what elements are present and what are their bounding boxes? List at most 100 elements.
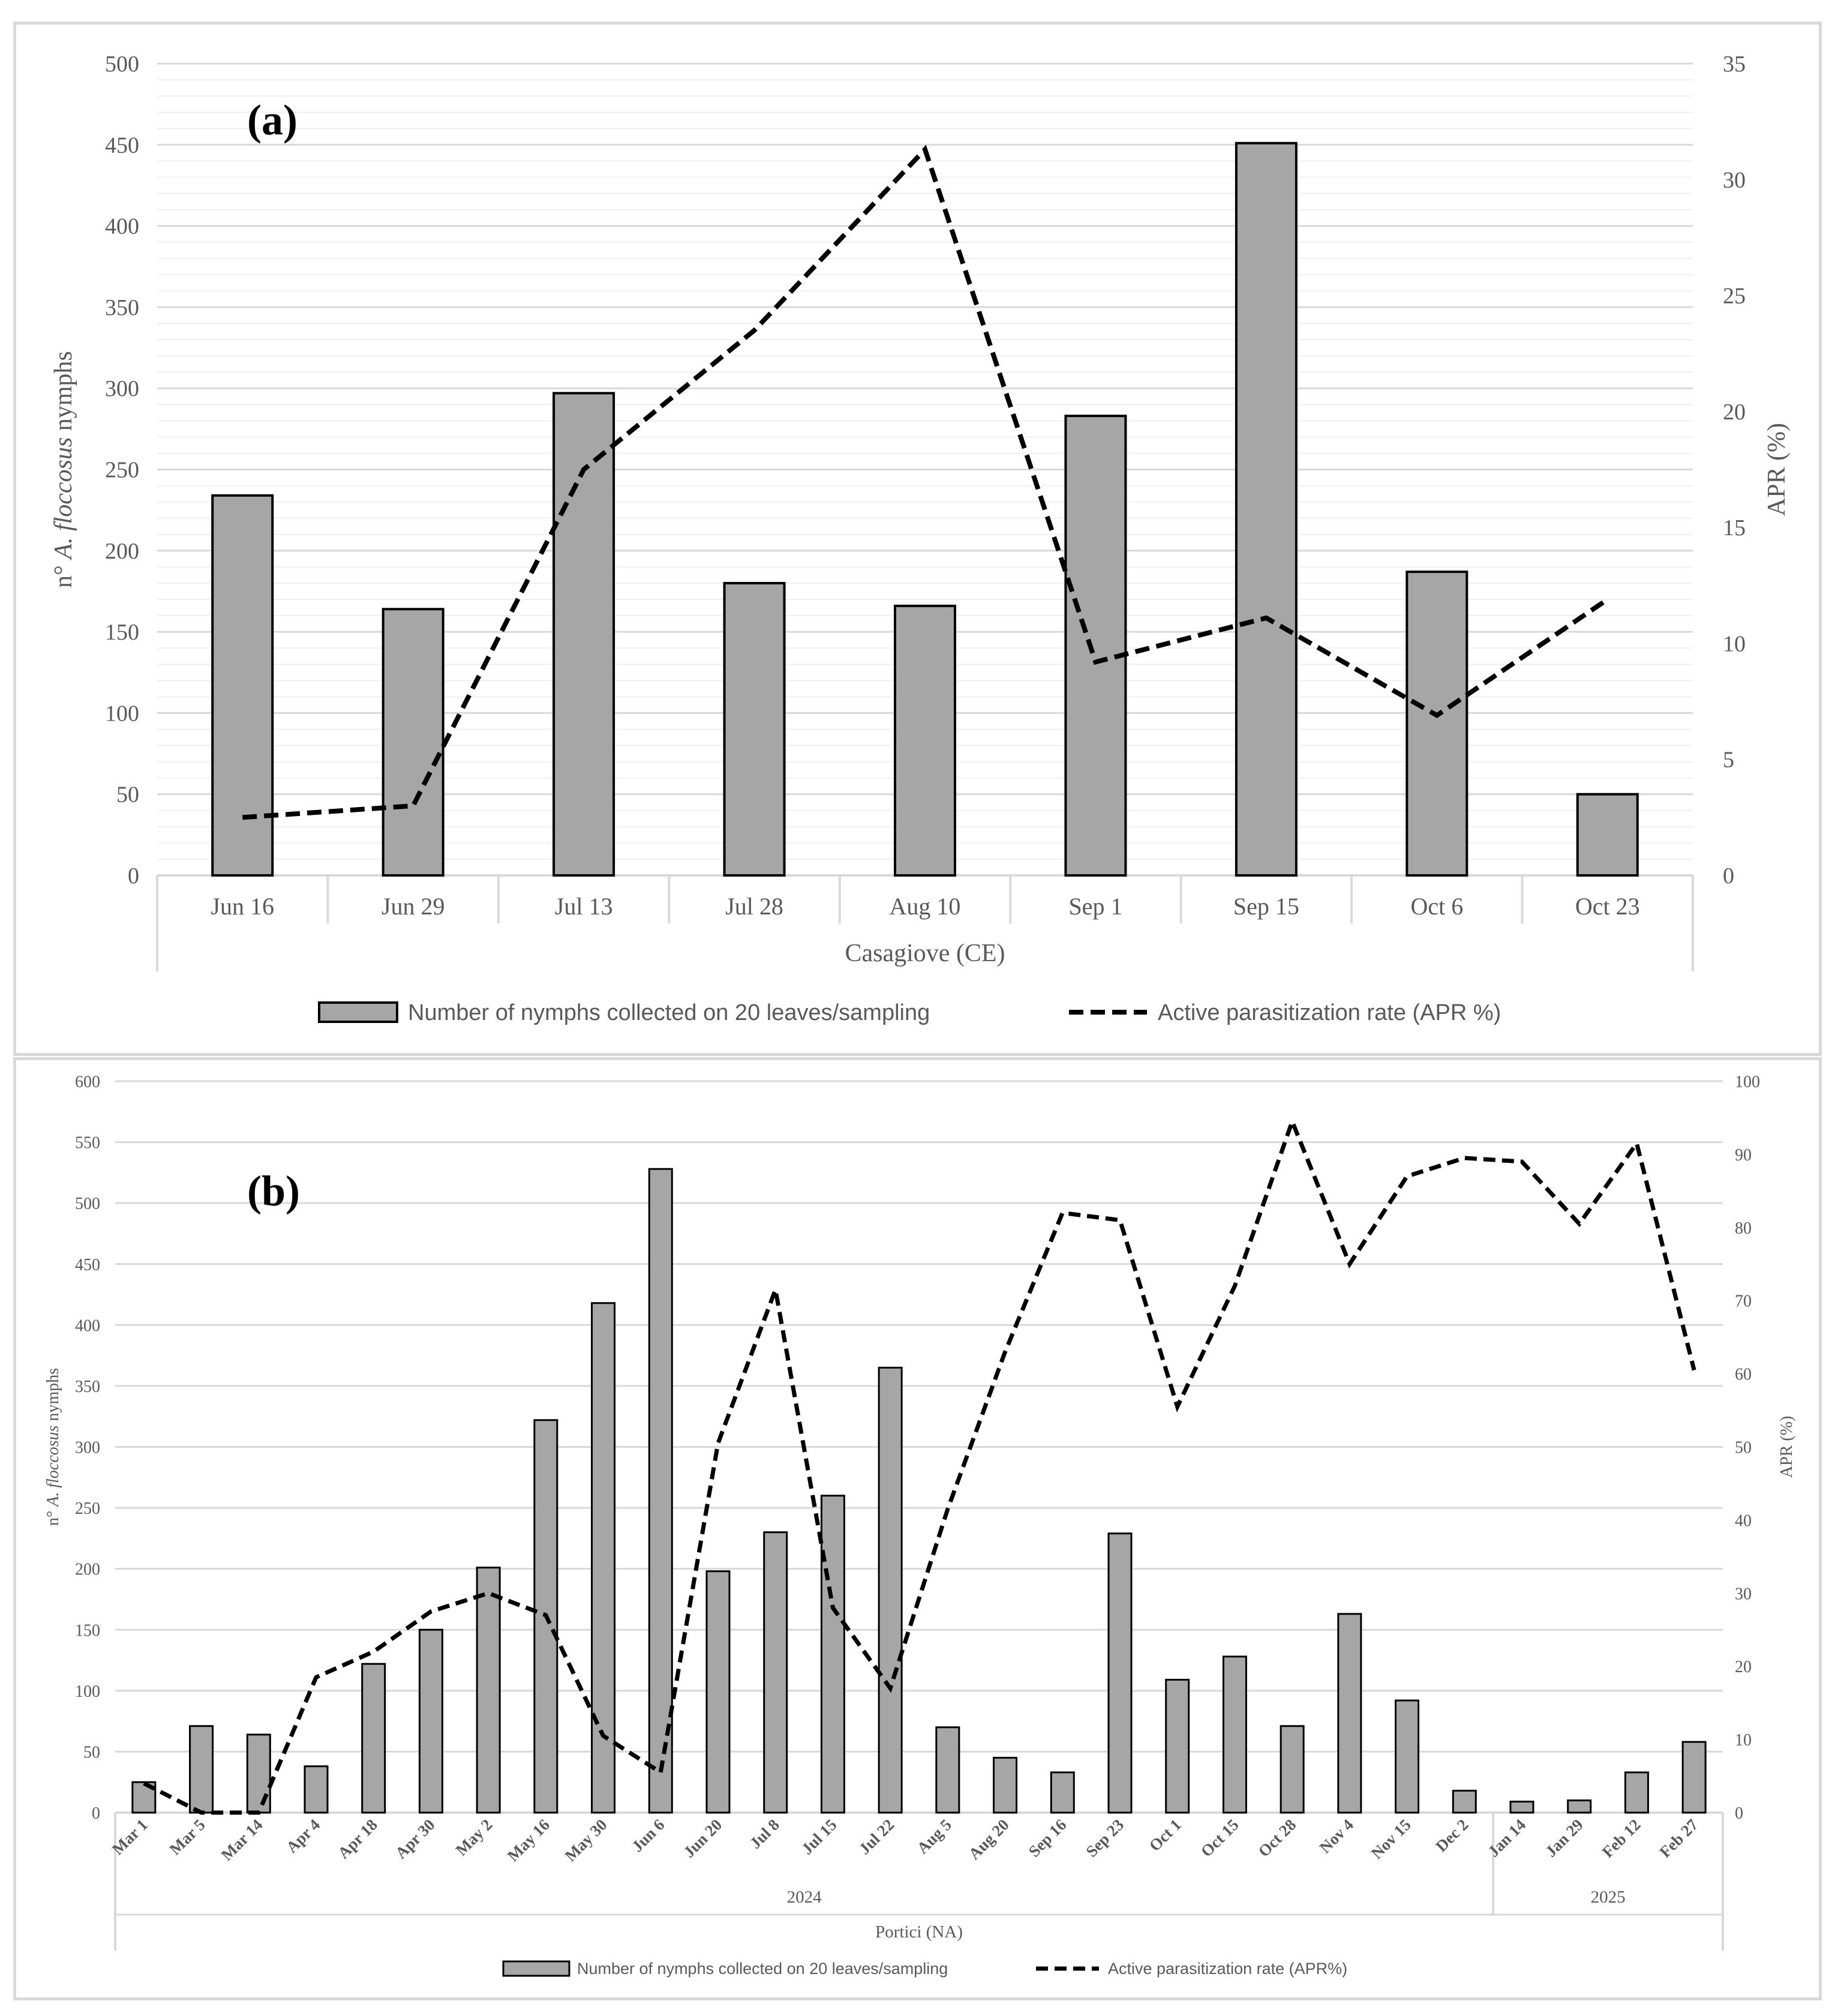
x-group-label: Casagiove (CE) — [845, 940, 1005, 967]
x-tick-label: Sep 16 — [1025, 1816, 1070, 1861]
bar-nymphs — [591, 1302, 616, 1814]
y2-axis-title: APR (%) — [1763, 423, 1791, 516]
x-tick-label: Sep 1 — [1068, 893, 1122, 920]
y2-tick-label: 20 — [1723, 400, 1746, 425]
bar-nymphs — [1395, 1699, 1420, 1814]
bar-nymphs — [648, 1168, 673, 1814]
y2-axis-title: APR (%) — [1777, 1416, 1796, 1478]
bar-nymphs — [1452, 1789, 1477, 1814]
panel-label-b: (b) — [247, 1167, 300, 1215]
y2-tick-label: 15 — [1723, 515, 1746, 541]
bar-nymphs — [993, 1757, 1018, 1814]
x-tick-label: Aug 20 — [965, 1816, 1013, 1863]
bar-nymphs — [418, 1628, 443, 1814]
y2-tick-label: 5 — [1723, 748, 1734, 773]
y2-tick-label: 30 — [1723, 167, 1746, 193]
bar-nymphs — [935, 1726, 960, 1814]
x-tick-label: Sep 23 — [1082, 1816, 1127, 1861]
x-tick-label: Mar 5 — [166, 1816, 209, 1858]
y2-tick-label: 50 — [1735, 1439, 1752, 1457]
x-group-label: Portici (NA) — [875, 1922, 963, 1942]
legend-label-line: Active parasitization rate (APR%) — [1108, 1960, 1347, 1978]
y-axis-title: n° A. floccosus nymphs — [44, 1368, 62, 1526]
line-apr — [242, 145, 1609, 820]
y-tick-label: 400 — [75, 1316, 100, 1335]
x-tick-label: Oct 23 — [1575, 893, 1640, 920]
y-tick-label: 300 — [105, 376, 139, 401]
bar-nymphs — [246, 1733, 271, 1814]
legend-label-bar: Number of nymphs collected on 20 leaves/… — [577, 1960, 948, 1978]
x-tick-label: Oct 15 — [1197, 1816, 1242, 1861]
chart-panel-a: 0 50 100 150 200 250 300 350 400 450 500 0 5 10 15 20 25… — [13, 22, 1822, 1056]
x-tick-label: Nov 15 — [1368, 1816, 1414, 1862]
bar-nymphs — [763, 1531, 788, 1814]
line-apr — [143, 1115, 1696, 1815]
x-tick-label: Jun 16 — [211, 893, 274, 920]
y-tick-label: 500 — [75, 1195, 100, 1213]
y2-tick-label: 60 — [1735, 1366, 1752, 1384]
x-tick-label: Aug 5 — [914, 1816, 955, 1857]
y2-tick-label: 10 — [1735, 1731, 1752, 1750]
bar-nymphs — [878, 1366, 903, 1814]
bar-nymphs — [131, 1781, 157, 1814]
y2-tick-label: 30 — [1735, 1585, 1752, 1603]
bar-nymphs — [1165, 1679, 1190, 1814]
y-tick-label: 250 — [75, 1499, 100, 1518]
bar-nymphs — [1107, 1532, 1133, 1814]
year-label-2024: 2024 — [787, 1888, 822, 1907]
x-tick-label: Apr 30 — [392, 1816, 439, 1862]
y2-tick-label: 25 — [1723, 284, 1746, 309]
y-tick-label: 500 — [105, 52, 139, 77]
x-tick-label: Apr 4 — [283, 1816, 323, 1856]
y-tick-label: 50 — [116, 782, 139, 808]
y-tick-label: 0 — [92, 1804, 100, 1823]
x-tick-label: Nov 4 — [1316, 1816, 1357, 1856]
y2-tick-label: 35 — [1723, 52, 1746, 77]
year-label-2025: 2025 — [1591, 1888, 1626, 1907]
legend-swatch-bar — [502, 1960, 570, 1977]
y-tick-label: 200 — [105, 539, 139, 564]
bar-nymphs — [189, 1725, 214, 1814]
x-tick-label: Aug 10 — [890, 893, 961, 920]
x-tick-label: Oct 6 — [1410, 893, 1463, 920]
x-tick-label: Jan 29 — [1542, 1816, 1587, 1861]
x-tick-label: Jul 13 — [555, 893, 613, 920]
y-tick-label: 100 — [105, 701, 139, 726]
bar-nymphs — [894, 604, 956, 877]
y-axis-title-prefix: n° — [44, 1507, 62, 1526]
y-tick-label: 150 — [105, 620, 139, 645]
y-axis-title-suffix: nymphs — [44, 1368, 62, 1426]
legend-label-bar: Number of nymphs collected on 20 leaves/… — [408, 1000, 930, 1025]
y-tick-label: 150 — [75, 1621, 100, 1640]
bar-nymphs — [1567, 1799, 1592, 1814]
x-tick-label: Apr 18 — [334, 1816, 381, 1862]
bar-nymphs — [1681, 1741, 1707, 1814]
x-tick-label: Feb 12 — [1599, 1816, 1644, 1861]
y-tick-label: 350 — [105, 295, 139, 320]
x-tick-label: Sep 15 — [1233, 893, 1299, 920]
y2-tick-label: 100 — [1735, 1073, 1760, 1091]
x-tick-label: Mar 14 — [218, 1816, 266, 1864]
bar-nymphs — [820, 1495, 845, 1814]
x-tick-label: Jul 8 — [746, 1816, 783, 1852]
y2-tick-label: 10 — [1723, 631, 1746, 656]
y2-tick-label: 90 — [1735, 1146, 1752, 1165]
bar-nymphs — [1405, 570, 1468, 877]
y-axis-title-prefix: n° — [50, 559, 77, 588]
y2-tick-label: 20 — [1735, 1658, 1752, 1676]
chart-a-svg: 0 50 100 150 200 250 300 350 400 450 500 0 5 10 15 20 25… — [50, 52, 1791, 1025]
bar-nymphs — [1337, 1613, 1362, 1814]
legend-label-line: Active parasitization rate (APR %) — [1158, 1000, 1501, 1025]
y2-tick-label: 70 — [1735, 1292, 1752, 1311]
x-tick-label: Jun 6 — [628, 1816, 668, 1855]
x-tick-label: Jul 28 — [725, 893, 783, 920]
bar-nymphs — [1050, 1771, 1075, 1814]
y-tick-label: 600 — [75, 1073, 100, 1091]
bar-nymphs — [1576, 793, 1639, 877]
x-tick-label: May 30 — [561, 1816, 611, 1865]
bar-nymphs — [476, 1567, 501, 1814]
bar-nymphs — [382, 608, 445, 877]
x-tick-label: Jan 14 — [1484, 1816, 1529, 1861]
y-tick-label: 50 — [83, 1743, 100, 1762]
x-tick-label: Jun 20 — [680, 1816, 725, 1861]
